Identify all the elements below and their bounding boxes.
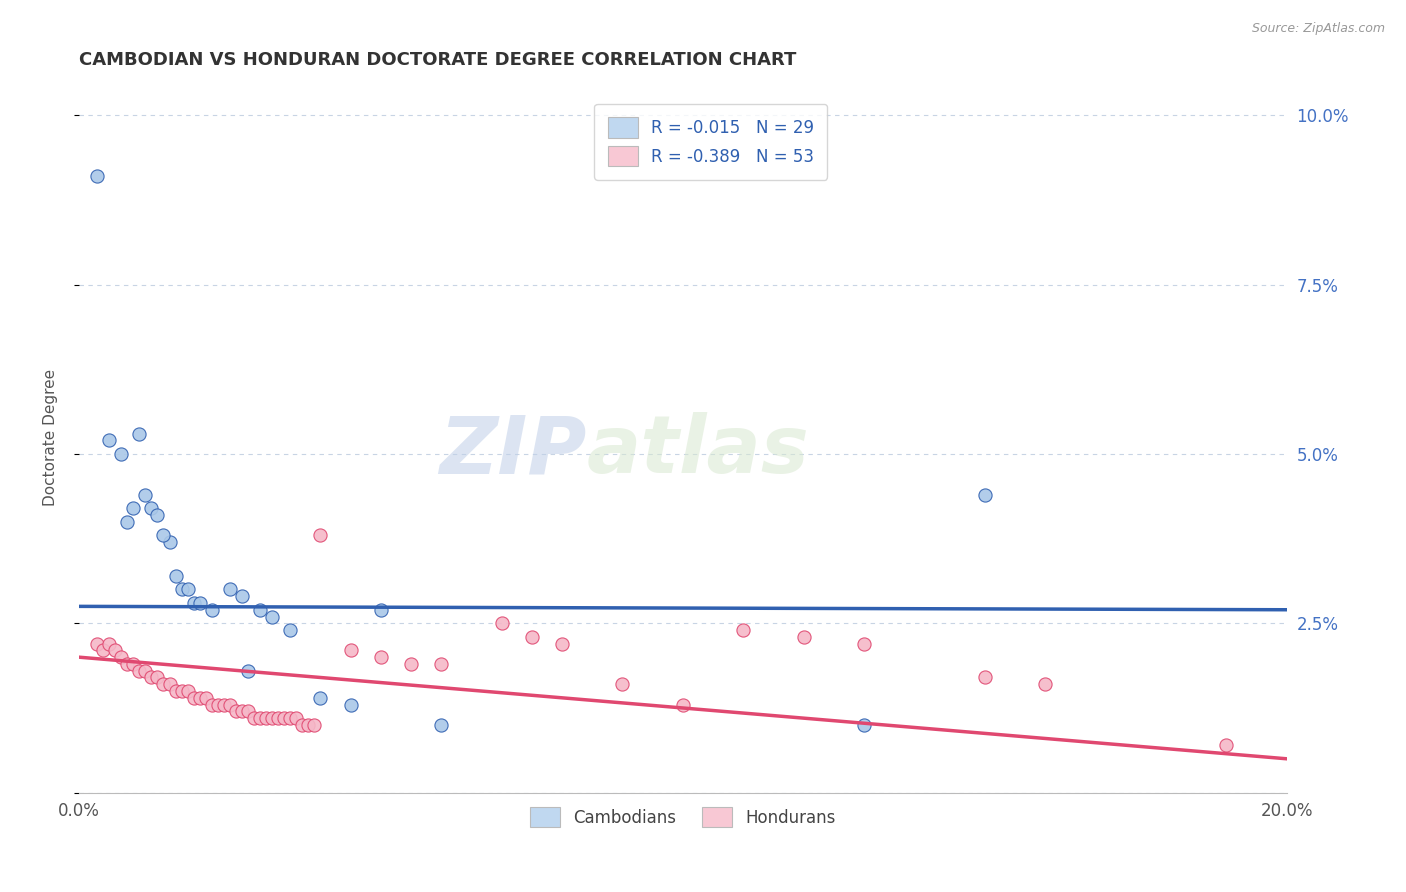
Point (141, 671, 163, 685)
Point (188, 596, 211, 610)
Point (110, 447, 132, 461)
Point (104, 643, 127, 657)
Point (152, 677, 174, 691)
Point (86, 169, 108, 184)
Point (183, 596, 205, 610)
Point (267, 711, 290, 725)
Text: atlas: atlas (586, 412, 808, 491)
Point (207, 698, 229, 712)
Point (793, 630, 815, 644)
Point (249, 711, 271, 725)
Point (1215, 738, 1237, 752)
Point (134, 664, 156, 678)
Point (973, 487, 995, 501)
Point (98, 637, 121, 651)
Point (1033, 677, 1056, 691)
Point (551, 637, 574, 651)
Point (128, 664, 150, 678)
Point (225, 704, 247, 718)
Point (672, 698, 695, 712)
Point (520, 630, 543, 644)
Point (231, 589, 253, 603)
Point (309, 528, 332, 542)
Point (399, 657, 422, 671)
Point (117, 515, 139, 529)
Point (98, 434, 121, 448)
Point (278, 623, 301, 637)
Point (194, 690, 217, 705)
Point (86, 637, 108, 651)
Point (243, 711, 266, 725)
Text: CAMBODIAN VS HONDURAN DOCTORATE DEGREE CORRELATION CHART: CAMBODIAN VS HONDURAN DOCTORATE DEGREE C… (79, 51, 796, 69)
Point (339, 698, 361, 712)
Point (170, 684, 193, 698)
Point (165, 569, 187, 583)
Point (370, 650, 392, 665)
Legend: Cambodians, Hondurans: Cambodians, Hondurans (523, 800, 842, 834)
Point (212, 698, 235, 712)
Point (262, 711, 284, 725)
Point (183, 690, 205, 705)
Text: Source: ZipAtlas.com: Source: ZipAtlas.com (1251, 22, 1385, 36)
Point (430, 657, 453, 671)
Point (304, 718, 326, 732)
Point (278, 711, 301, 725)
Point (254, 711, 277, 725)
Point (146, 508, 169, 522)
Point (370, 603, 392, 617)
Point (146, 671, 169, 685)
Text: ZIP: ZIP (439, 412, 586, 491)
Point (170, 582, 193, 597)
Point (219, 582, 242, 597)
Point (122, 657, 145, 671)
Point (236, 704, 259, 718)
Point (110, 650, 132, 665)
Point (128, 426, 150, 441)
Point (291, 718, 314, 732)
Point (339, 643, 361, 657)
Point (273, 711, 295, 725)
Point (117, 657, 139, 671)
Point (231, 704, 253, 718)
Point (201, 603, 224, 617)
Point (236, 664, 259, 678)
Point (973, 671, 995, 685)
Point (852, 718, 875, 732)
Y-axis label: Doctorate Degree: Doctorate Degree (44, 368, 58, 506)
Point (134, 487, 156, 501)
Point (201, 698, 224, 712)
Point (188, 690, 211, 705)
Point (430, 718, 453, 732)
Point (249, 603, 271, 617)
Point (297, 718, 319, 732)
Point (152, 528, 174, 542)
Point (733, 623, 755, 637)
Point (165, 684, 187, 698)
Point (219, 698, 242, 712)
Point (176, 582, 198, 597)
Point (309, 690, 332, 705)
Point (612, 677, 634, 691)
Point (491, 616, 513, 631)
Point (262, 609, 284, 624)
Point (852, 637, 875, 651)
Point (159, 535, 181, 549)
Point (141, 501, 163, 516)
Point (176, 684, 198, 698)
Point (159, 677, 181, 691)
Point (122, 501, 145, 516)
Point (91, 643, 114, 657)
Point (285, 711, 308, 725)
